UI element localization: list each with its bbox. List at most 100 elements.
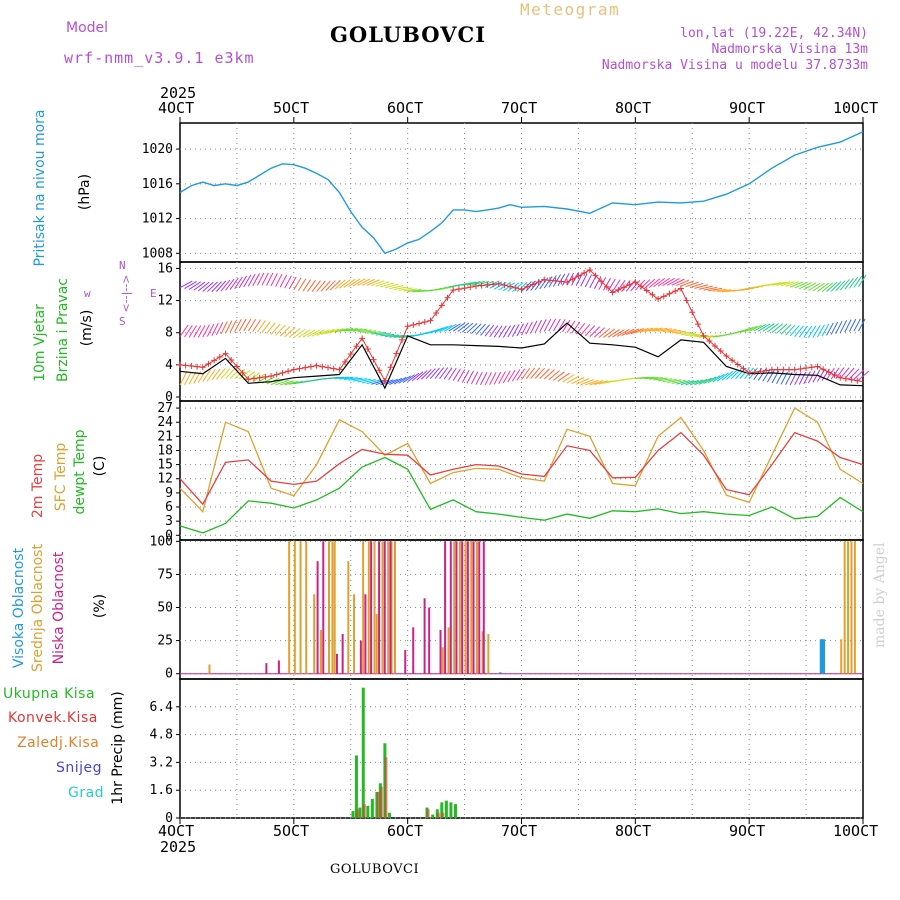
wind-ytick-label: 4	[165, 358, 173, 373]
wind-arrow	[612, 279, 621, 292]
wind-arrow	[284, 275, 292, 289]
precip-total-bar	[361, 687, 365, 818]
wind-arrow	[717, 289, 732, 293]
wind-arrow	[826, 322, 834, 336]
wind-speed-marker	[689, 309, 696, 316]
cloud-low-bar	[423, 598, 426, 674]
wind-speed-marker	[290, 366, 297, 373]
wind-arrow	[603, 328, 615, 338]
wind-arrow	[639, 327, 654, 333]
wind-arrow	[662, 378, 677, 383]
wind-arrow	[571, 376, 585, 385]
wind-arrow	[179, 324, 189, 337]
cloud-mid-bar	[381, 541, 384, 674]
wind-arrow	[339, 376, 354, 380]
wind-arrow	[389, 285, 404, 290]
wind-arrow	[206, 369, 216, 382]
wind-arrow	[279, 274, 288, 288]
wind-speed-marker	[683, 297, 690, 304]
wind-arrow	[516, 281, 528, 293]
precip-ytick-label: 1.6	[150, 783, 173, 798]
wind-speed-marker	[427, 317, 434, 324]
wind-speed-marker	[228, 357, 235, 364]
wind-arrow	[511, 324, 520, 337]
wind-speed-marker	[791, 366, 798, 373]
wind-arrow	[689, 334, 704, 337]
wind-arrow	[484, 324, 495, 337]
wind-speed-marker	[831, 371, 838, 378]
wind-arrow	[475, 371, 483, 385]
wind-arrow	[530, 320, 538, 334]
dewpoint-line	[179, 456, 864, 534]
wind-arrow	[721, 371, 734, 381]
wind-arrow	[202, 324, 210, 338]
model-elevation-text: Nadmorska Visina u modelu 37.8733m	[601, 58, 868, 73]
wind-arrow	[502, 370, 511, 384]
wind-arrow	[343, 278, 356, 288]
cloud-low-bar	[412, 627, 415, 674]
wind-speed-marker	[256, 374, 263, 381]
wind-arrow	[794, 325, 804, 337]
wind-arrow	[644, 327, 659, 333]
wind-arrow	[470, 371, 479, 385]
wind-arrow	[502, 325, 511, 338]
footer-location: GOLUBOVCI	[330, 862, 420, 877]
wind-arrow	[580, 324, 591, 336]
wind-arrow	[771, 281, 786, 286]
wind-arrow	[662, 328, 677, 333]
top-tick-3: 7OCT	[501, 99, 538, 117]
wind-ytick-label: 16	[157, 261, 173, 276]
wind-speed-marker	[330, 365, 337, 372]
wind-arrow	[712, 288, 727, 292]
wind-arrow	[211, 323, 219, 336]
cloud-mid-bar	[464, 541, 467, 674]
cloud-mid-bar	[293, 541, 296, 674]
wind-arrow	[179, 372, 187, 386]
wind-arrow	[362, 379, 376, 384]
wind-arrow	[835, 280, 846, 292]
wind-speed-marker	[723, 353, 730, 360]
wind-arrow	[407, 372, 420, 383]
wind-speed-marker	[592, 272, 599, 279]
cloud-mid-bar	[394, 541, 397, 674]
wind-speed-marker	[347, 350, 354, 357]
precip-conv-bar	[379, 786, 383, 818]
wind-arrow	[320, 280, 331, 292]
wind-arrow	[676, 331, 691, 335]
wind-arrow	[653, 278, 666, 288]
wind-arrow	[689, 379, 704, 386]
wind-arrow	[434, 367, 445, 379]
cloud-low-bar	[461, 541, 464, 674]
wind-arrow	[457, 369, 466, 382]
wind-arrow	[607, 329, 620, 338]
cloud-mid-bar	[850, 541, 853, 674]
pressure-ytick-label: 1020	[142, 142, 173, 157]
wind-arrow	[348, 328, 363, 332]
wind-speed-marker	[233, 363, 240, 370]
cloud-mid-bar	[375, 614, 378, 674]
wind-arrow	[707, 375, 721, 384]
wind-arrow	[653, 327, 668, 332]
precip-total-bar	[453, 804, 457, 818]
legend-frozen-rain: Zaledj.Kisa	[17, 735, 100, 751]
precip-conv-bar	[436, 812, 440, 818]
wind-speed-marker	[603, 283, 610, 290]
wind-arrow	[480, 324, 490, 336]
wind-arrow	[780, 281, 795, 287]
precip-total-bar	[387, 812, 391, 818]
cloud-mid-bar	[470, 541, 473, 674]
wind-speed-marker	[751, 369, 758, 376]
cloud-mid-bar	[840, 639, 843, 674]
wind-arrow	[658, 328, 672, 332]
wind-arrow	[666, 278, 680, 286]
wind-speed-marker	[518, 286, 525, 293]
temp-2m-line	[179, 431, 864, 506]
precip-ytick-label: 6.4	[150, 700, 174, 715]
wind-arrow	[689, 282, 704, 288]
wind-arrow	[211, 281, 222, 293]
wind-speed-marker	[273, 371, 280, 378]
wind-arrow	[457, 322, 470, 332]
wind-arrow	[225, 320, 233, 334]
wind-arrow	[516, 368, 526, 381]
wind-arrow	[434, 326, 448, 333]
